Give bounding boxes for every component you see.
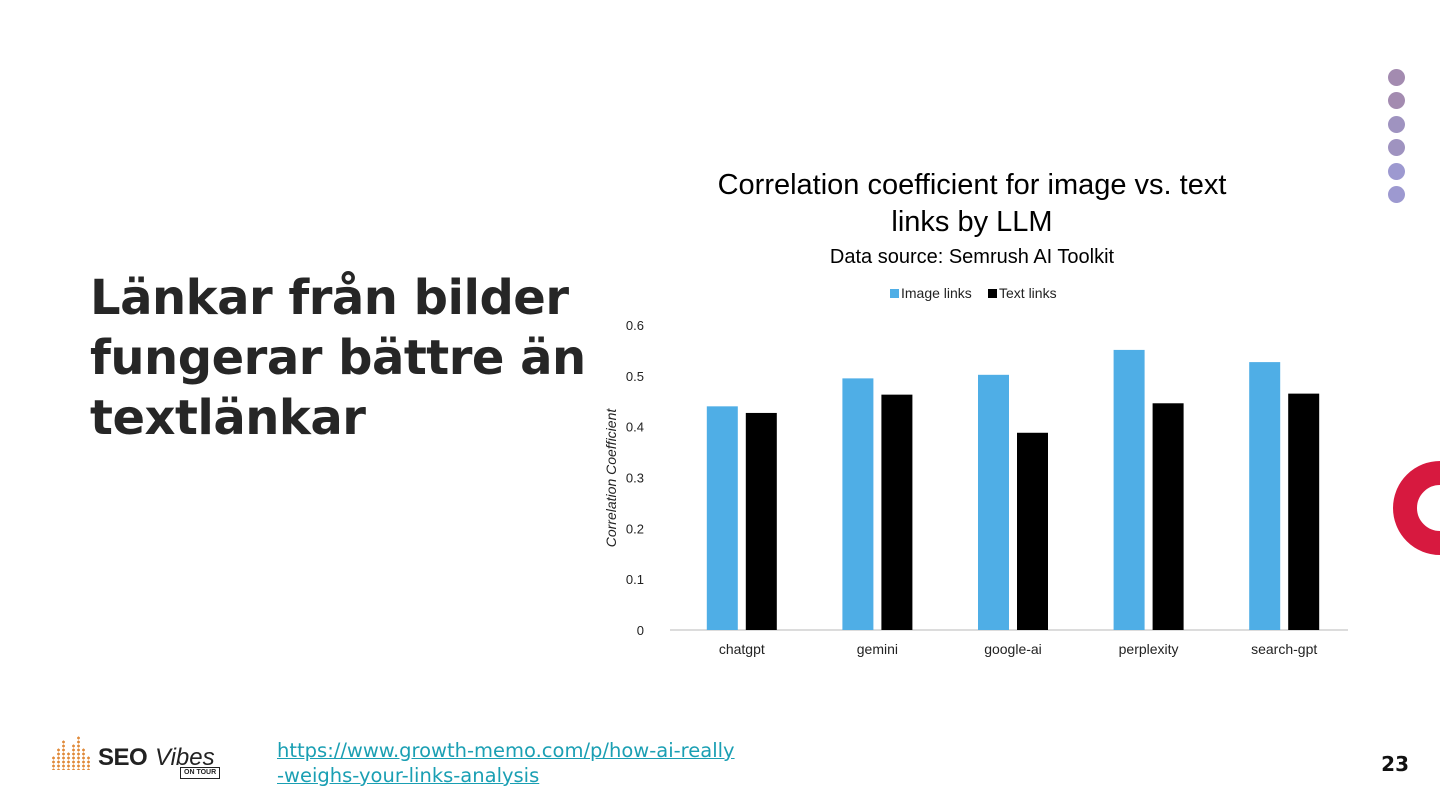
y-tick-label: 0.2	[626, 521, 644, 536]
slide-title-line: fungerar bättre än	[90, 330, 586, 386]
logo-text-seo: SEO	[98, 744, 148, 771]
chart-title-line: Correlation coefficient for image vs. te…	[718, 169, 1227, 201]
legend-label: Image links	[901, 285, 972, 301]
x-axis-labels: chatgpt gemini google-ai perplexity search-g…	[719, 641, 1318, 657]
bar-image-links-chatgpt	[706, 406, 738, 630]
decor-dot	[1388, 162, 1405, 180]
decorative-ring	[1393, 461, 1440, 555]
legend-swatch	[988, 289, 997, 298]
decorative-dots	[1388, 69, 1408, 209]
logo-tagline: ON TOUR	[180, 767, 221, 779]
y-tick-label: 0.5	[626, 369, 644, 384]
chart-subtitle: Data source: Semrush AI Toolkit	[830, 246, 1115, 268]
decor-dot	[1388, 139, 1405, 157]
y-tick-label: 0.3	[626, 471, 644, 486]
bar-text-links-search-gpt	[1288, 393, 1320, 630]
decor-dot	[1388, 69, 1405, 86]
slide-title-line: Länkar från bilder	[90, 270, 569, 326]
bar-image-links-gemini	[842, 378, 874, 630]
bar-text-links-perplexity	[1152, 403, 1184, 630]
page-number: 23	[1381, 752, 1409, 776]
chart-title-line: links by LLM	[891, 206, 1052, 238]
x-tick-label: gemini	[857, 641, 898, 657]
logo-bars-icon	[52, 736, 96, 770]
y-tick-label: 0	[637, 623, 644, 638]
slide-title: Länkar från bilder fungerar bättre än te…	[90, 268, 610, 448]
x-tick-label: chatgpt	[719, 641, 765, 657]
chart-legend: Image links Text links	[890, 285, 1057, 301]
y-axis-label: Correlation Coefficient	[603, 408, 619, 548]
legend-label: Text links	[999, 285, 1057, 301]
bar-text-links-gemini	[881, 394, 913, 630]
seovibes-logo: SEO Vibes ON TOUR	[52, 734, 232, 782]
y-axis-ticks: 0 0.1 0.2 0.3 0.4 0.5 0.6	[626, 318, 644, 638]
bar-image-links-perplexity	[1113, 349, 1145, 630]
slide-title-line: textlänkar	[90, 390, 366, 446]
decor-dot	[1388, 115, 1405, 133]
y-tick-label: 0.6	[626, 318, 644, 333]
x-tick-label: search-gpt	[1251, 641, 1317, 657]
bar-image-links-google-ai	[978, 374, 1009, 630]
x-tick-label: google-ai	[984, 641, 1042, 657]
decor-dot	[1388, 185, 1405, 203]
bar-text-links-chatgpt	[745, 412, 777, 630]
x-tick-label: perplexity	[1119, 641, 1179, 657]
source-link[interactable]: https://www.growth-memo.com/p/how-ai-rea…	[277, 739, 735, 787]
bar-chart: Correlation coefficient for image vs. te…	[603, 169, 1348, 657]
legend-swatch	[890, 289, 899, 298]
y-tick-label: 0.1	[626, 572, 644, 587]
logo-text-vibes: Vibes	[155, 744, 215, 771]
bar-image-links-search-gpt	[1249, 362, 1281, 630]
bar-text-links-google-ai	[1017, 432, 1048, 630]
chart-bars	[706, 349, 1320, 630]
decor-dot	[1388, 92, 1405, 110]
y-tick-label: 0.4	[626, 420, 644, 435]
